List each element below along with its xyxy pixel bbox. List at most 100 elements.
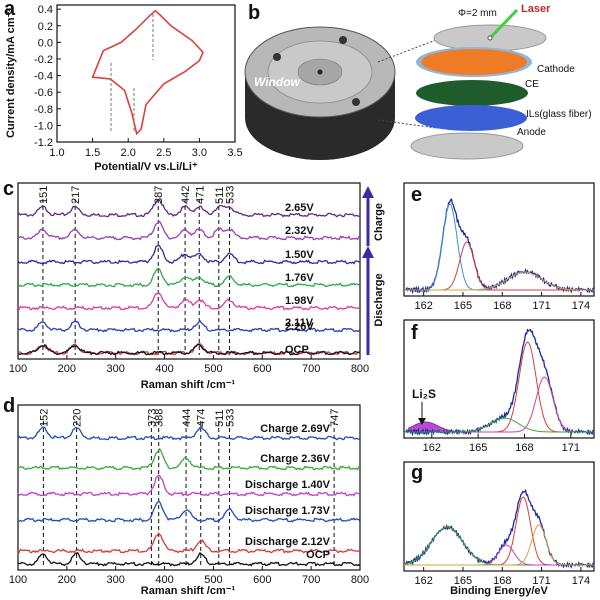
aperture-icon bbox=[487, 35, 493, 41]
panel-a-xlabel: Potential/V vs.Li/Li⁺ bbox=[94, 161, 198, 173]
raman-trace bbox=[17, 267, 361, 288]
x-tick-label: 300 bbox=[107, 363, 125, 375]
raman-trace bbox=[17, 291, 361, 311]
phi-label: Φ=2 mm bbox=[458, 8, 497, 19]
panel-g: 162 165 168 171 174 Binding Energy/eV bbox=[403, 461, 595, 597]
x-tick-label: 200 bbox=[58, 574, 76, 586]
x-tick-label: 168 bbox=[493, 575, 511, 587]
panel-label-b: b bbox=[248, 2, 261, 24]
x-tick-label: 400 bbox=[155, 574, 173, 586]
panel-a: 1.0 1.5 2.0 2.5 3.0 3.5 0.4 0.2 0.0 -0.2 -0.4 -0.6… bbox=[5, 4, 243, 173]
peak-label: 388 bbox=[154, 409, 166, 427]
trace-label: Charge 2.69V bbox=[260, 423, 330, 435]
trace-label: 2.32V bbox=[285, 225, 314, 237]
x-tick-label: 162 bbox=[423, 442, 441, 454]
discharge-label: Discharge bbox=[373, 273, 385, 326]
raman-trace bbox=[17, 244, 361, 265]
x-tick-label: 100 bbox=[9, 363, 27, 375]
raman-trace bbox=[17, 425, 361, 441]
x-tick-label: 2.0 bbox=[121, 147, 136, 159]
x-tick-label: 100 bbox=[9, 574, 27, 586]
panel-g-fit bbox=[404, 496, 594, 566]
trace-label: 1.98V bbox=[285, 295, 314, 307]
connector-line bbox=[377, 119, 437, 129]
screw-icon bbox=[273, 53, 281, 61]
trace-label: Discharge 2.12V bbox=[245, 536, 331, 548]
layer-label: Cathode bbox=[537, 64, 575, 75]
raman-trace bbox=[17, 343, 361, 356]
panel-g-fit bbox=[404, 524, 594, 566]
x-tick-label: 168 bbox=[515, 442, 533, 454]
panel-e-fit bbox=[404, 271, 594, 291]
raman-trace bbox=[17, 447, 361, 471]
raman-trace bbox=[17, 220, 361, 241]
cv-curve bbox=[91, 9, 204, 136]
panel-label-d: d bbox=[3, 395, 16, 417]
panel-f-li2s-fill bbox=[408, 421, 451, 433]
panel-c-xlabel: Raman shift /cm⁻¹ bbox=[141, 379, 236, 391]
panel-g-fit bbox=[403, 526, 594, 566]
panel-label-g: g bbox=[411, 462, 424, 484]
x-tick-label: 165 bbox=[454, 300, 472, 312]
peak-label: 511 bbox=[214, 409, 226, 427]
y-tick-label: -0.4 bbox=[34, 71, 53, 83]
y-tick-label: 0.2 bbox=[38, 21, 53, 33]
peak-label: 442 bbox=[180, 186, 192, 204]
panel-e-spectrum bbox=[403, 198, 595, 295]
panel-e: 162 165 168 171 174 bbox=[403, 182, 595, 312]
laser-beam bbox=[488, 8, 519, 40]
raman-trace bbox=[17, 532, 361, 554]
window-aperture-icon bbox=[317, 69, 323, 75]
li2s-label: Li₂S bbox=[412, 387, 436, 401]
ils-disc bbox=[415, 105, 527, 131]
panel-g-spectrum bbox=[403, 488, 595, 569]
y-tick-label: -0.8 bbox=[34, 104, 53, 116]
panel-label-f: f bbox=[411, 322, 418, 344]
raman-trace bbox=[17, 551, 361, 567]
peak-label: 747 bbox=[329, 409, 341, 427]
peak-label: 220 bbox=[72, 409, 84, 427]
x-tick-label: 3.5 bbox=[227, 147, 242, 159]
window-label: Window bbox=[254, 75, 301, 89]
x-tick-label: 162 bbox=[414, 575, 432, 587]
panel-d-traces bbox=[17, 425, 361, 567]
trace-label: 2.11V bbox=[285, 317, 314, 329]
peak-label: 151 bbox=[38, 186, 50, 204]
panel-a-frame bbox=[56, 4, 236, 143]
panel-e-fit bbox=[404, 203, 594, 291]
x-tick-label: 800 bbox=[351, 363, 369, 375]
raman-trace bbox=[17, 500, 361, 523]
raman-trace bbox=[17, 319, 361, 333]
y-tick-label: -1.0 bbox=[34, 120, 53, 132]
panel-e-xticks: 162 165 168 171 174 bbox=[414, 292, 590, 312]
peak-label: 373 bbox=[146, 409, 158, 427]
peak-label: 387 bbox=[153, 186, 165, 204]
peak-label: 511 bbox=[214, 186, 226, 204]
x-tick-label: 171 bbox=[562, 442, 580, 454]
x-tick-label: 300 bbox=[107, 574, 125, 586]
x-tick-label: 3.0 bbox=[192, 147, 207, 159]
trace-label: Charge 2.36V bbox=[260, 453, 330, 465]
raman-trace bbox=[17, 199, 361, 218]
panel-c: 100 200 300 400 500 600 700 800 151 217 387 442 471… bbox=[9, 182, 385, 391]
panel-b: Window Φ=2 mm Laser Cathode CE ILs(glass… bbox=[244, 3, 592, 160]
arrow-head-icon bbox=[362, 186, 374, 198]
panel-g-frame bbox=[403, 461, 595, 572]
panel-a-ylabel: Current density/mA cm⁻² bbox=[5, 8, 17, 138]
x-tick-label: 1.0 bbox=[49, 147, 64, 159]
y-tick-label: -0.6 bbox=[34, 87, 53, 99]
screw-icon bbox=[339, 36, 347, 44]
panel-label-c: c bbox=[3, 178, 15, 200]
trace-label: 1.50V bbox=[285, 249, 314, 261]
panel-f-spectrum bbox=[403, 328, 595, 437]
x-tick-label: 168 bbox=[493, 300, 511, 312]
x-tick-label: 700 bbox=[302, 574, 320, 586]
layer-label: CE bbox=[525, 79, 539, 90]
x-tick-label: 171 bbox=[532, 300, 550, 312]
cathode-disc bbox=[421, 49, 527, 75]
x-tick-label: 500 bbox=[204, 363, 222, 375]
